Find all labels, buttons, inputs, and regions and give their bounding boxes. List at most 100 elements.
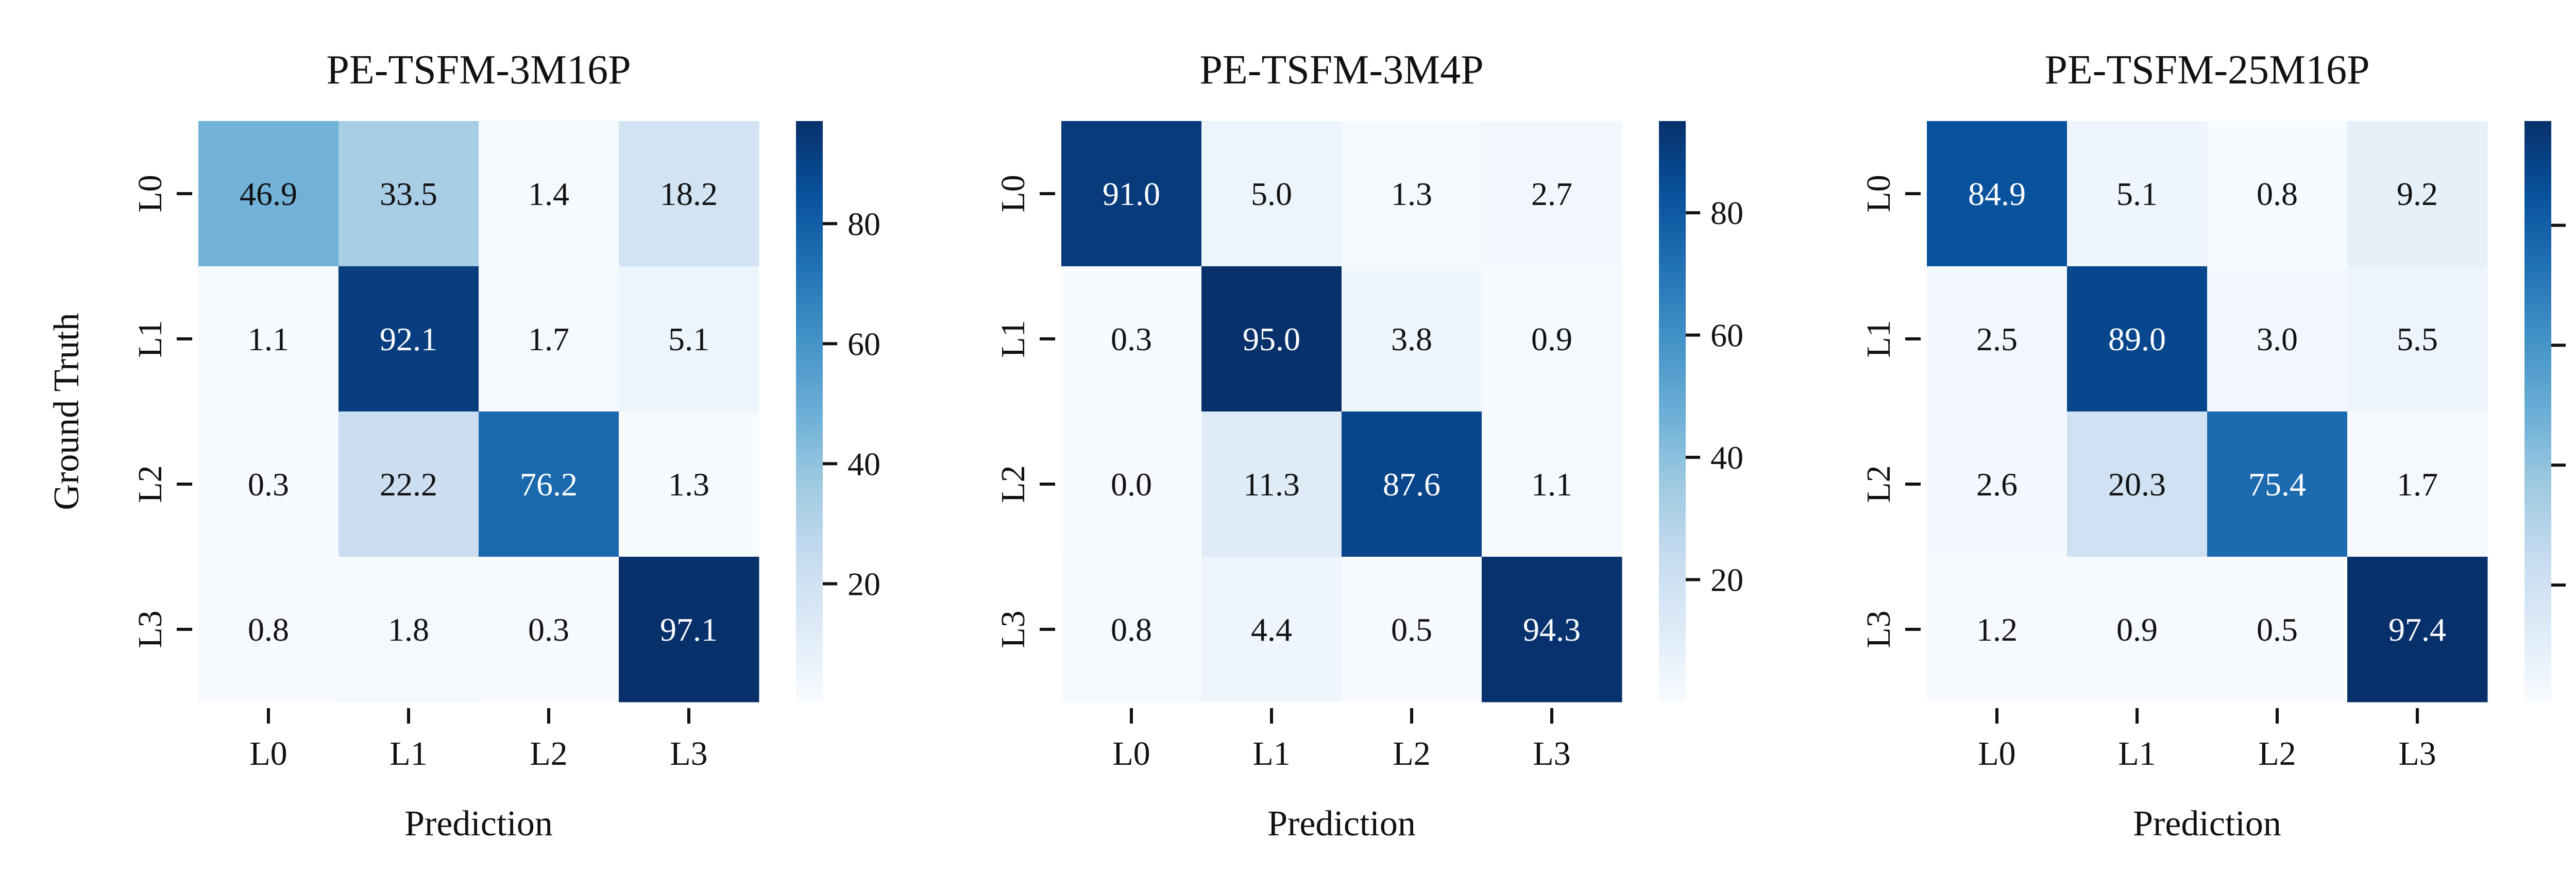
colorbar-tick-label: 40 <box>1710 439 1743 476</box>
cell-value-label: 20.3 <box>2108 466 2166 503</box>
cell-value-label: 92.1 <box>380 321 437 357</box>
heatmap-cell <box>479 411 619 557</box>
cell-value-label: 1.7 <box>528 321 569 357</box>
colorbar-tick-label: 20 <box>848 565 880 602</box>
heatmap-cell <box>2207 266 2348 412</box>
cell-value-label: 3.8 <box>1391 321 1432 357</box>
heatmap-cell <box>1927 557 2067 702</box>
heatmap-cell <box>1061 557 1202 702</box>
cell-value-label: 75.4 <box>2248 466 2306 503</box>
heatmap-cell <box>619 266 759 412</box>
cell-value-label: 5.5 <box>2397 321 2438 357</box>
cell-value-label: 1.1 <box>1531 466 1572 503</box>
colorbar-tick-label: 40 <box>848 445 880 482</box>
y-tick-label: L2 <box>994 465 1032 503</box>
x-tick-label: L0 <box>249 735 287 773</box>
heatmap-cell <box>1482 411 1622 557</box>
x-tick-label: L1 <box>389 735 427 773</box>
heatmap-panel-3: PE-TSFM-25M16P 84.9 5.1 0.8 9.2 2.5 89.0 3.0 5.5… <box>1860 47 2566 844</box>
colorbar <box>2524 121 2551 702</box>
x-tick-label: L3 <box>1533 735 1570 773</box>
cell-value-label: 0.8 <box>2257 176 2298 212</box>
cell-value-label: 2.5 <box>1976 321 2018 357</box>
heatmap-cell <box>338 411 479 557</box>
heatmap-cell <box>1342 121 1482 267</box>
heatmap-cell <box>479 557 619 702</box>
heatmap-cell <box>1201 266 1342 412</box>
cell-value-label: 4.4 <box>1251 611 1292 648</box>
colorbar <box>1659 121 1686 702</box>
colorbar-tick-label: 80 <box>1710 195 1743 231</box>
heatmap-cell <box>2347 411 2488 557</box>
y-tick-label: L1 <box>131 320 169 357</box>
cell-value-label: 1.8 <box>388 611 429 648</box>
x-tick-label: L2 <box>1393 735 1430 773</box>
cell-value-label: 11.3 <box>1243 466 1300 503</box>
heatmap-cell <box>2347 266 2488 412</box>
cell-value-label: 33.5 <box>380 176 437 212</box>
cell-value-label: 1.7 <box>2397 466 2438 503</box>
y-tick-label: L0 <box>994 175 1032 212</box>
colorbar <box>796 121 823 702</box>
heatmap-cell <box>1927 121 2067 267</box>
y-tick-label: L0 <box>1860 175 1897 212</box>
cell-value-label: 5.0 <box>1251 176 1292 212</box>
cell-value-label: 3.0 <box>2257 321 2298 357</box>
cell-value-label: 0.3 <box>248 466 289 503</box>
heatmap-cell <box>198 557 339 702</box>
cell-value-label: 97.4 <box>2388 611 2446 648</box>
x-tick-label: L2 <box>530 735 567 773</box>
heatmap-cell <box>2067 266 2208 412</box>
y-tick-label: L3 <box>1860 610 1897 648</box>
heatmap-cell <box>2207 121 2348 267</box>
cell-value-label: 18.2 <box>660 176 718 212</box>
cell-value-label: 5.1 <box>668 321 709 357</box>
heatmap-cell <box>1061 411 1202 557</box>
cell-value-label: 5.1 <box>2116 176 2158 212</box>
heatmap-cell <box>198 121 339 267</box>
heatmap-cell <box>2067 411 2208 557</box>
heatmap-cell <box>338 557 479 702</box>
y-tick-label: L2 <box>131 465 169 503</box>
cell-value-label: 9.2 <box>2397 176 2438 212</box>
heatmap-cell <box>1342 266 1482 412</box>
x-tick-label: L0 <box>1112 735 1150 773</box>
cell-value-label: 94.3 <box>1523 611 1581 648</box>
cell-value-label: 1.3 <box>1391 176 1432 212</box>
colorbar-tick-label: 60 <box>1710 317 1743 354</box>
panel-title: PE-TSFM-3M16P <box>326 47 631 93</box>
cell-value-label: 2.7 <box>1531 176 1572 212</box>
cell-value-label: 91.0 <box>1103 176 1160 212</box>
cell-value-label: 0.3 <box>528 611 569 648</box>
y-axis-label: Ground Truth <box>47 313 87 510</box>
x-axis-label: Prediction <box>2133 804 2281 844</box>
heatmap-cell <box>338 121 479 267</box>
cell-value-label: 1.2 <box>1976 611 2018 648</box>
cell-value-label: 95.0 <box>1243 321 1300 357</box>
cell-value-label: 76.2 <box>520 466 578 503</box>
cell-value-label: 1.1 <box>248 321 289 357</box>
y-tick-label: L3 <box>131 610 169 648</box>
panel-title: PE-TSFM-25M16P <box>2044 47 2369 93</box>
heatmap-cell <box>2067 121 2208 267</box>
colorbar-tick-label: 20 <box>1710 562 1743 598</box>
heatmap-cell <box>1201 557 1342 702</box>
x-axis-label: Prediction <box>404 804 553 844</box>
heatmap-panel-1: PE-TSFM-3M16P 46.9 33.5 1.4 18.2 1.1 92.1 1.7 5.… <box>47 47 880 844</box>
cell-value-label: 1.3 <box>668 466 709 503</box>
cell-value-label: 0.5 <box>1391 611 1432 648</box>
heatmap-cell <box>1201 121 1342 267</box>
cell-value-label: 0.8 <box>248 611 289 648</box>
cell-value-label: 0.0 <box>1111 466 1152 503</box>
heatmap-cell <box>619 557 759 702</box>
heatmap-cell <box>479 266 619 412</box>
heatmap-panel-2: PE-TSFM-3M4P 91.0 5.0 1.3 2.7 0.3 95.0 3.8 0.9 0.… <box>994 47 1743 844</box>
panel-title: PE-TSFM-3M4P <box>1199 47 1483 93</box>
cell-value-label: 0.9 <box>2116 611 2158 648</box>
heatmap-cell <box>1201 411 1342 557</box>
heatmap-cell <box>2207 557 2348 702</box>
heatmap-cell <box>2207 411 2348 557</box>
y-tick-label: L0 <box>131 175 169 212</box>
heatmap-cell <box>1342 557 1482 702</box>
